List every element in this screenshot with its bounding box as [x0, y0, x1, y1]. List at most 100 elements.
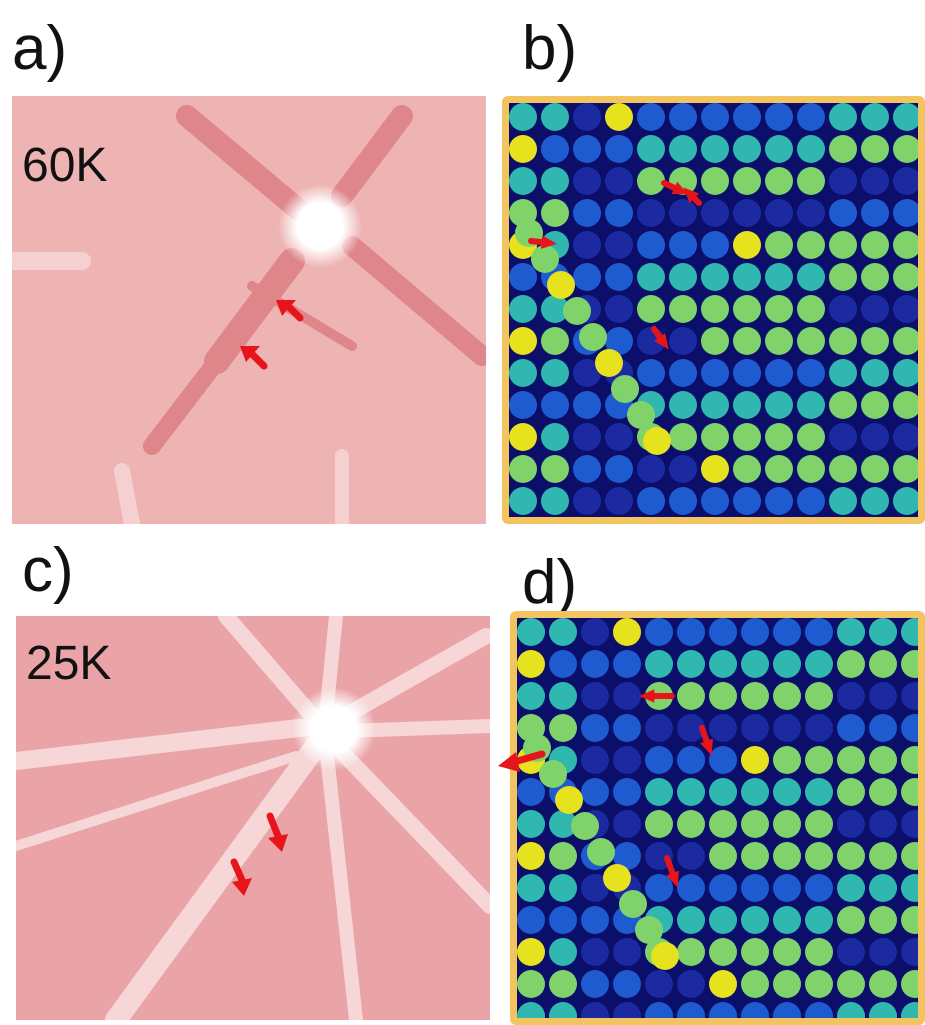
- atom: [541, 167, 569, 195]
- atom: [733, 103, 761, 131]
- atom: [677, 906, 705, 934]
- atom: [581, 938, 609, 966]
- atom: [549, 650, 577, 678]
- atom: [861, 103, 889, 131]
- atom: [677, 778, 705, 806]
- atom: [541, 423, 569, 451]
- step-edge-atom: [563, 297, 591, 325]
- atom: [773, 810, 801, 838]
- atom: [645, 874, 673, 902]
- step-edge-atom: [547, 271, 575, 299]
- atom: [517, 938, 545, 966]
- atom: [773, 842, 801, 870]
- atom: [837, 650, 865, 678]
- atom: [837, 746, 865, 774]
- atom: [869, 650, 897, 678]
- lattice-panel-b: [502, 96, 925, 524]
- atom: [637, 295, 665, 323]
- atom: [613, 970, 641, 998]
- step-edge-atom: [643, 427, 671, 455]
- atom: [773, 714, 801, 742]
- atom: [861, 359, 889, 387]
- step-edge-atom: [539, 760, 567, 788]
- step-edge-atom: [635, 916, 663, 944]
- atom: [637, 263, 665, 291]
- atom: [605, 423, 633, 451]
- atom: [645, 714, 673, 742]
- atom: [509, 295, 537, 323]
- atom: [893, 423, 918, 451]
- arrow-marker-outside: [498, 750, 546, 772]
- atom: [829, 327, 857, 355]
- atom: [837, 874, 865, 902]
- atom: [733, 135, 761, 163]
- atom: [733, 487, 761, 515]
- atom: [893, 327, 918, 355]
- atom: [869, 714, 897, 742]
- atom: [613, 618, 641, 646]
- atom: [581, 778, 609, 806]
- atom: [709, 618, 737, 646]
- atom: [829, 391, 857, 419]
- atom: [581, 874, 609, 902]
- atom: [709, 810, 737, 838]
- atom: [741, 650, 769, 678]
- atom: [733, 231, 761, 259]
- atom: [709, 970, 737, 998]
- atom: [901, 842, 918, 870]
- atom: [549, 810, 577, 838]
- atom: [861, 455, 889, 483]
- atom: [549, 938, 577, 966]
- atom: [741, 842, 769, 870]
- atom: [613, 682, 641, 710]
- atom: [613, 714, 641, 742]
- atom: [509, 103, 537, 131]
- atom: [645, 810, 673, 838]
- atom: [701, 423, 729, 451]
- atom: [765, 263, 793, 291]
- atom: [677, 874, 705, 902]
- atom: [837, 778, 865, 806]
- atom: [701, 167, 729, 195]
- atom: [765, 295, 793, 323]
- atom: [805, 714, 833, 742]
- atom: [805, 1002, 833, 1018]
- atom: [797, 487, 825, 515]
- atom: [669, 327, 697, 355]
- arrow-marker: [268, 834, 288, 852]
- atom: [509, 327, 537, 355]
- atom: [869, 778, 897, 806]
- atom: [637, 103, 665, 131]
- atom: [701, 327, 729, 355]
- atom: [573, 199, 601, 227]
- atom: [773, 746, 801, 774]
- atom: [669, 391, 697, 419]
- atom: [701, 359, 729, 387]
- atom: [893, 487, 918, 515]
- atom: [765, 103, 793, 131]
- atom: [509, 359, 537, 387]
- atom: [829, 295, 857, 323]
- atom: [773, 938, 801, 966]
- atom: [517, 906, 545, 934]
- atom: [741, 746, 769, 774]
- atom: [581, 970, 609, 998]
- atom: [549, 906, 577, 934]
- atom: [901, 874, 918, 902]
- atom: [541, 199, 569, 227]
- atom: [741, 906, 769, 934]
- atom: [509, 391, 537, 419]
- atom: [573, 391, 601, 419]
- atom: [869, 970, 897, 998]
- atom: [861, 295, 889, 323]
- atom: [677, 682, 705, 710]
- atom: [709, 746, 737, 774]
- step-edge-atom: [651, 942, 679, 970]
- arrow-marker: [528, 235, 557, 249]
- atom: [869, 1002, 897, 1018]
- atom: [741, 970, 769, 998]
- step-edge-atom: [587, 838, 615, 866]
- atom: [741, 1002, 769, 1018]
- atom: [765, 359, 793, 387]
- atom: [581, 618, 609, 646]
